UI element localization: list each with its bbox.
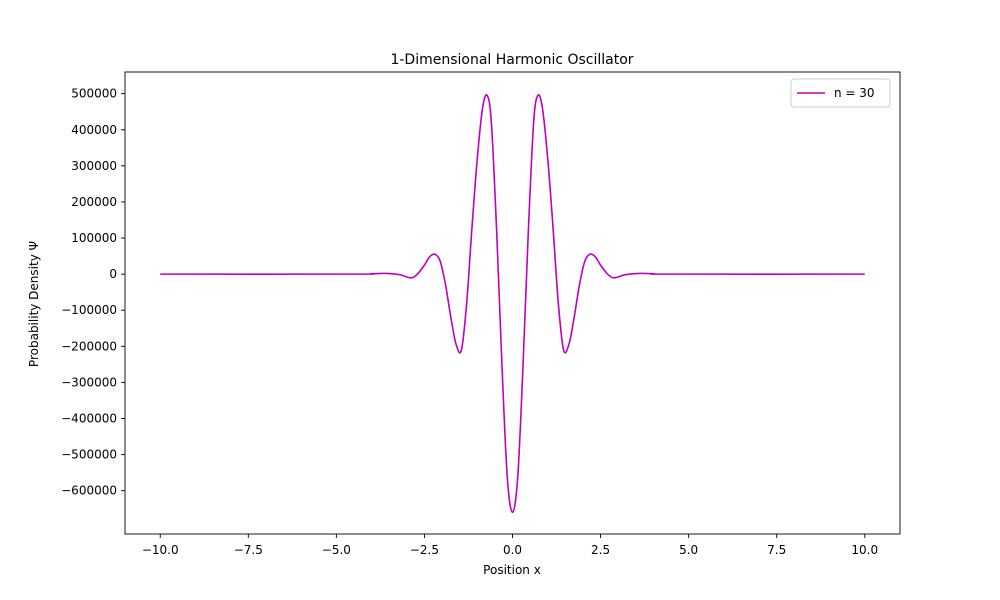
legend-box (790, 78, 891, 108)
y-tick-label: 500000 (71, 87, 117, 101)
x-tick-label: 7.5 (767, 543, 786, 557)
y-tick-label: 300000 (71, 159, 117, 173)
x-tick-label: −10.0 (142, 543, 179, 557)
x-axis-label: Position x (483, 563, 541, 577)
y-tick-label: 400000 (71, 123, 117, 137)
x-tick-label: −7.5 (234, 543, 263, 557)
y-axis-label: Probability Density Ψ (27, 241, 41, 367)
x-tick-label: −5.0 (322, 543, 351, 557)
x-tick-label: 2.5 (591, 543, 610, 557)
y-tick-label: −600000 (61, 484, 117, 498)
y-tick-label: −200000 (61, 339, 117, 353)
x-tick-label: 10.0 (851, 543, 878, 557)
y-tick-label: −500000 (61, 448, 117, 462)
chart-title: 1-Dimensional Harmonic Oscillator (390, 52, 633, 68)
x-tick-label: −2.5 (410, 543, 439, 557)
legend-label: n = 30 (834, 86, 875, 100)
series-line-0 (160, 94, 865, 514)
y-tick-label: 100000 (71, 231, 117, 245)
y-tick-label: −400000 (61, 412, 117, 426)
y-tick-label: 0 (109, 267, 117, 281)
y-tick-label: −100000 (61, 303, 117, 317)
y-tick-label: 200000 (71, 195, 117, 209)
plot-area: −10.0 −7.5 −5.0 −2.5 0.0 2.5 5.0 7.5 10.0 500000 4… (61, 71, 901, 557)
x-tick-label: 0.0 (503, 543, 522, 557)
x-tick-label: 5.0 (679, 543, 698, 557)
y-tick-label: −300000 (61, 375, 117, 389)
